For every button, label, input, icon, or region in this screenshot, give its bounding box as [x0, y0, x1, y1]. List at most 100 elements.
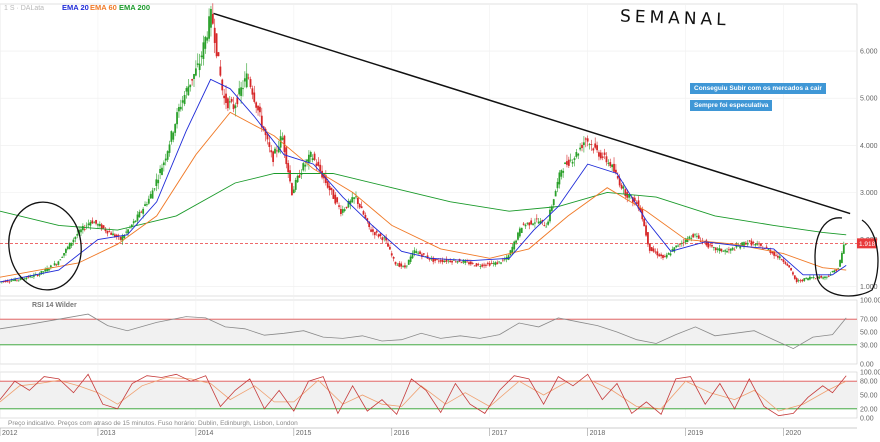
candle-body	[264, 128, 267, 136]
candle-body	[178, 107, 180, 112]
candle-body	[833, 270, 836, 273]
candle-body	[784, 262, 787, 264]
candle-body	[302, 163, 305, 171]
candle-body	[827, 275, 830, 277]
candle-body	[247, 77, 250, 79]
candle-body	[814, 278, 817, 280]
candle-body	[198, 63, 201, 71]
candle-body	[818, 276, 821, 279]
candle-body	[19, 277, 22, 280]
candle-body	[349, 200, 352, 205]
candle-body	[475, 263, 478, 267]
candle-body	[598, 152, 600, 157]
candle-body	[298, 175, 301, 178]
candle-body	[767, 249, 770, 251]
candle-body	[430, 258, 433, 260]
candle-body	[377, 234, 380, 237]
candle-body	[204, 36, 207, 49]
candle-body	[756, 243, 759, 245]
stochastic-axis-tick-label: 0.00	[860, 416, 874, 423]
candle-body	[266, 134, 269, 140]
rsi-line	[0, 313, 847, 350]
candle-body	[183, 94, 186, 105]
candle-body	[496, 262, 499, 265]
candle-body	[353, 197, 356, 199]
rsi-axis-tick-label: 100.00	[860, 298, 880, 305]
resistance-trendline	[213, 12, 851, 215]
candle-body	[362, 211, 365, 215]
candle-body	[688, 236, 691, 239]
candle-body	[89, 222, 92, 226]
candle-body	[38, 273, 41, 276]
candle-body	[91, 220, 94, 224]
candle-body	[390, 253, 393, 256]
candle-body	[449, 260, 452, 263]
candle-body	[648, 243, 651, 251]
candle-body	[23, 278, 26, 280]
candle-body	[57, 261, 60, 265]
candle-body	[805, 278, 808, 279]
candle-body	[272, 151, 275, 162]
candle-body	[196, 63, 199, 65]
candle-body	[656, 251, 659, 256]
candle-body	[187, 86, 190, 96]
candle-body	[132, 221, 135, 224]
candle-body	[603, 152, 606, 155]
candle-body	[473, 265, 476, 267]
candle-body	[61, 257, 64, 258]
candle-body	[622, 186, 625, 189]
candle-body	[249, 79, 252, 88]
candle-body	[400, 263, 403, 267]
candle-body	[210, 9, 212, 28]
time-axis-tick-label: 2015	[296, 430, 312, 437]
candle-body	[115, 234, 118, 238]
candle-body	[532, 223, 534, 225]
candle-body	[242, 88, 244, 90]
candle-body	[291, 183, 293, 196]
candle-body	[25, 277, 28, 280]
candle-body	[253, 92, 256, 102]
candle-body	[409, 256, 412, 262]
candle-body	[697, 235, 700, 239]
candle-body	[494, 262, 497, 265]
candle-body	[786, 263, 789, 266]
candle-body	[705, 240, 708, 246]
candle-body	[381, 237, 384, 241]
price-panel-frame	[0, 3, 858, 297]
candle-body	[404, 265, 406, 268]
candle-body	[138, 211, 141, 218]
time-axis-tick-label: 2020	[786, 430, 802, 437]
price-axis-tick-label: 5.000	[860, 96, 878, 103]
candle-body	[654, 251, 657, 253]
candle-body	[501, 259, 504, 261]
candle-body	[718, 248, 721, 252]
candle-body	[507, 255, 510, 260]
candle-body	[368, 221, 371, 227]
candle-body	[560, 170, 563, 177]
candle-body	[530, 220, 533, 225]
candle-body	[618, 178, 621, 186]
candle-body	[117, 235, 120, 237]
candle-body	[336, 197, 339, 203]
candle-body	[304, 164, 307, 167]
candle-body	[799, 280, 802, 282]
candle-body	[739, 246, 742, 249]
candle-body	[68, 242, 71, 250]
rsi-neutral-band	[0, 319, 857, 345]
candle-body	[215, 33, 218, 57]
candle-body	[841, 252, 843, 263]
candle-body	[635, 202, 638, 204]
candle-body	[166, 151, 169, 160]
time-axis-tick-label: 2012	[2, 430, 18, 437]
candle-body	[690, 238, 693, 240]
candle-body	[509, 250, 512, 256]
candle-body	[4, 280, 7, 283]
candle-body	[121, 235, 124, 242]
time-axis-tick-label: 2017	[492, 430, 508, 437]
candle-body	[181, 100, 184, 103]
candle-body	[564, 162, 566, 165]
candle-body	[441, 259, 444, 263]
time-axis-tick-label: 2019	[688, 430, 704, 437]
candle-body	[726, 251, 728, 253]
candle-body	[743, 242, 745, 246]
